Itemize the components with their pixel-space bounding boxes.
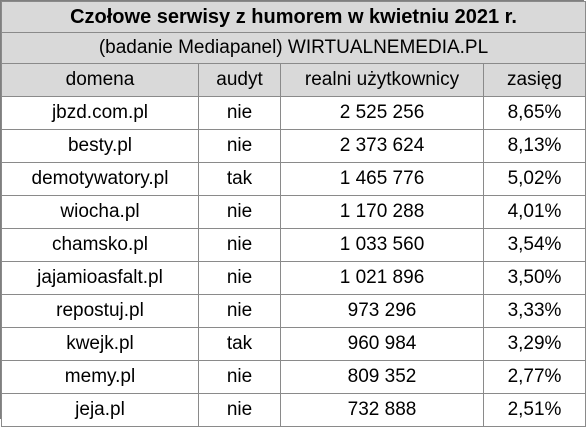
- cell-users: 2 525 256: [280, 96, 484, 130]
- cell-domain: jbzd.com.pl: [1, 96, 199, 130]
- cell-reach: 3,50%: [482, 261, 586, 295]
- table-subtitle: (badanie Mediapanel) WIRTUALNEMEDIA.PL: [0, 32, 586, 64]
- cell-users: 1 465 776: [280, 162, 484, 196]
- cell-domain: wiocha.pl: [1, 195, 199, 229]
- cell-users: 732 888: [280, 393, 484, 427]
- cell-users: 1 170 288: [280, 195, 484, 229]
- cell-domain: jeja.pl: [1, 393, 199, 427]
- cell-audit: tak: [198, 327, 281, 361]
- cell-audit: nie: [198, 96, 281, 130]
- header-users: realni użytkownicy: [280, 63, 484, 97]
- cell-domain: chamsko.pl: [1, 228, 199, 262]
- cell-reach: 2,51%: [482, 393, 586, 427]
- header-audit: audyt: [198, 63, 281, 97]
- table-row: repostuj.pl nie 973 296 3,33%: [1, 294, 586, 328]
- cell-reach: 5,02%: [482, 162, 586, 196]
- cell-domain: jajamioasfalt.pl: [1, 261, 199, 295]
- cell-domain: memy.pl: [1, 360, 199, 394]
- cell-reach: 3,33%: [482, 294, 586, 328]
- cell-domain: kwejk.pl: [1, 327, 199, 361]
- cell-domain: demotywatory.pl: [1, 162, 199, 196]
- table-title: Czołowe serwisy z humorem w kwietniu 202…: [0, 1, 586, 33]
- table-row: memy.pl nie 809 352 2,77%: [1, 360, 586, 394]
- cell-users: 1 021 896: [280, 261, 484, 295]
- title-row: Czołowe serwisy z humorem w kwietniu 202…: [0, 1, 586, 33]
- cell-audit: nie: [198, 294, 281, 328]
- header-reach: zasięg: [482, 63, 586, 97]
- table-row: chamsko.pl nie 1 033 560 3,54%: [1, 228, 586, 262]
- cell-audit: nie: [198, 195, 281, 229]
- cell-audit: nie: [198, 393, 281, 427]
- table-row: jeja.pl nie 732 888 2,51%: [1, 393, 586, 427]
- cell-reach: 4,01%: [482, 195, 586, 229]
- cell-audit: nie: [198, 228, 281, 262]
- cell-reach: 2,77%: [482, 360, 586, 394]
- header-row: domena audyt realni użytkownicy zasięg: [1, 63, 586, 97]
- cell-users: 973 296: [280, 294, 484, 328]
- cell-users: 960 984: [280, 327, 484, 361]
- table-row: besty.pl nie 2 373 624 8,13%: [1, 129, 586, 163]
- cell-users: 2 373 624: [280, 129, 484, 163]
- cell-reach: 8,65%: [482, 96, 586, 130]
- table-row: jajamioasfalt.pl nie 1 021 896 3,50%: [1, 261, 586, 295]
- cell-domain: besty.pl: [1, 129, 199, 163]
- cell-audit: tak: [198, 162, 281, 196]
- cell-domain: repostuj.pl: [1, 294, 199, 328]
- cell-reach: 3,54%: [482, 228, 586, 262]
- table-row: demotywatory.pl tak 1 465 776 5,02%: [1, 162, 586, 196]
- header-domain: domena: [1, 63, 199, 97]
- cell-reach: 3,29%: [482, 327, 586, 361]
- subtitle-row: (badanie Mediapanel) WIRTUALNEMEDIA.PL: [0, 32, 586, 64]
- cell-audit: nie: [198, 261, 281, 295]
- table-row: kwejk.pl tak 960 984 3,29%: [1, 327, 586, 361]
- table-row: jbzd.com.pl nie 2 525 256 8,65%: [1, 96, 586, 130]
- cell-audit: nie: [198, 129, 281, 163]
- cell-users: 1 033 560: [280, 228, 484, 262]
- table-row: wiocha.pl nie 1 170 288 4,01%: [1, 195, 586, 229]
- cell-reach: 8,13%: [482, 129, 586, 163]
- cell-users: 809 352: [280, 360, 484, 394]
- cell-audit: nie: [198, 360, 281, 394]
